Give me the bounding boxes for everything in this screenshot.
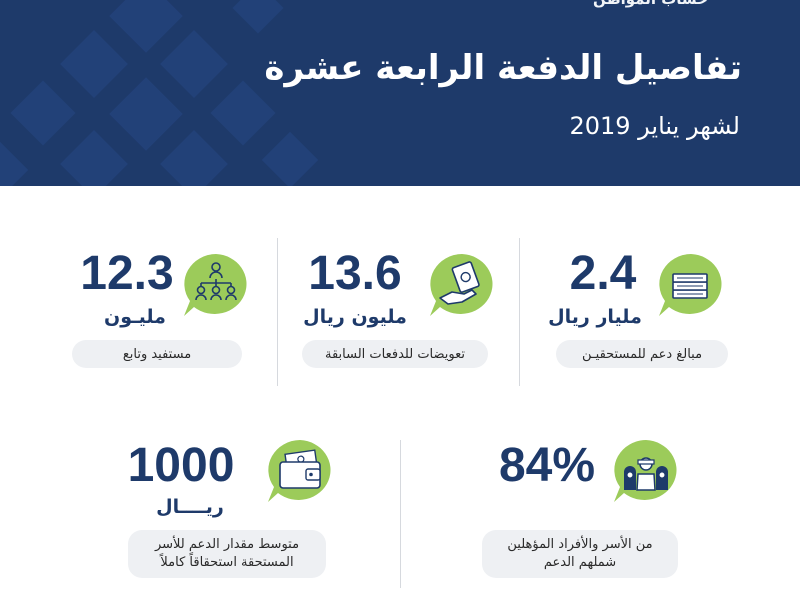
stat-support-amount-label: مبالغ دعم للمستحقيـن: [556, 340, 728, 368]
divider-bottom: [400, 440, 401, 588]
hand-money-icon: [426, 252, 498, 318]
wallet-icon: [264, 438, 336, 504]
stat-average-support-label-line1: متوسط مقدار الدعم للأسر: [154, 537, 300, 552]
page-subtitle: لشهر يناير 2019: [569, 112, 740, 140]
people-hierarchy-icon: [180, 252, 252, 318]
stat-support-amount-value: 2.4: [569, 247, 637, 300]
stat-beneficiaries-value: 12.3: [80, 247, 174, 300]
stat-eligible-percent-label-line2: شملهم الدعم: [543, 555, 617, 570]
divider-top-right: [519, 238, 520, 386]
stat-average-support-unit: ريــــال: [156, 496, 224, 518]
stat-compensation-unit: مليون ريال: [303, 306, 407, 328]
stat-eligible-percent-value: 84%: [498, 439, 596, 492]
stat-eligible-percent-label-line1: من الأسر والأفراد المؤهلين: [507, 537, 653, 552]
stat-compensation-value: 13.6: [308, 247, 402, 300]
divider-top-left: [277, 238, 278, 386]
family-icon: [610, 438, 682, 504]
stat-average-support-value: 1000: [127, 439, 235, 492]
stat-average-support-label-line2: المستحقة استحقاقاً كاملاً: [160, 555, 294, 570]
stat-eligible-percent-label: من الأسر والأفراد المؤهلين شملهم الدعم: [482, 530, 678, 578]
brand-name: حساب المواطن: [593, 0, 708, 8]
stat-compensation-label: تعويضات للدفعات السابقة: [302, 340, 488, 368]
page-title: تفاصيل الدفعة الرابعة عشرة: [264, 48, 742, 88]
stat-beneficiaries-label: مستفيد وتابع: [72, 340, 242, 368]
stat-average-support-label: متوسط مقدار الدعم للأسر المستحقة استحقاق…: [128, 530, 326, 578]
background-pattern: [0, 0, 319, 186]
stat-beneficiaries-unit: مليـون: [104, 306, 166, 328]
stat-support-amount-unit: مليار ريال: [548, 306, 642, 328]
money-stack-icon: [655, 252, 727, 318]
header-banner: حساب المواطن تفاصيل الدفعة الرابعة عشرة …: [0, 0, 800, 186]
